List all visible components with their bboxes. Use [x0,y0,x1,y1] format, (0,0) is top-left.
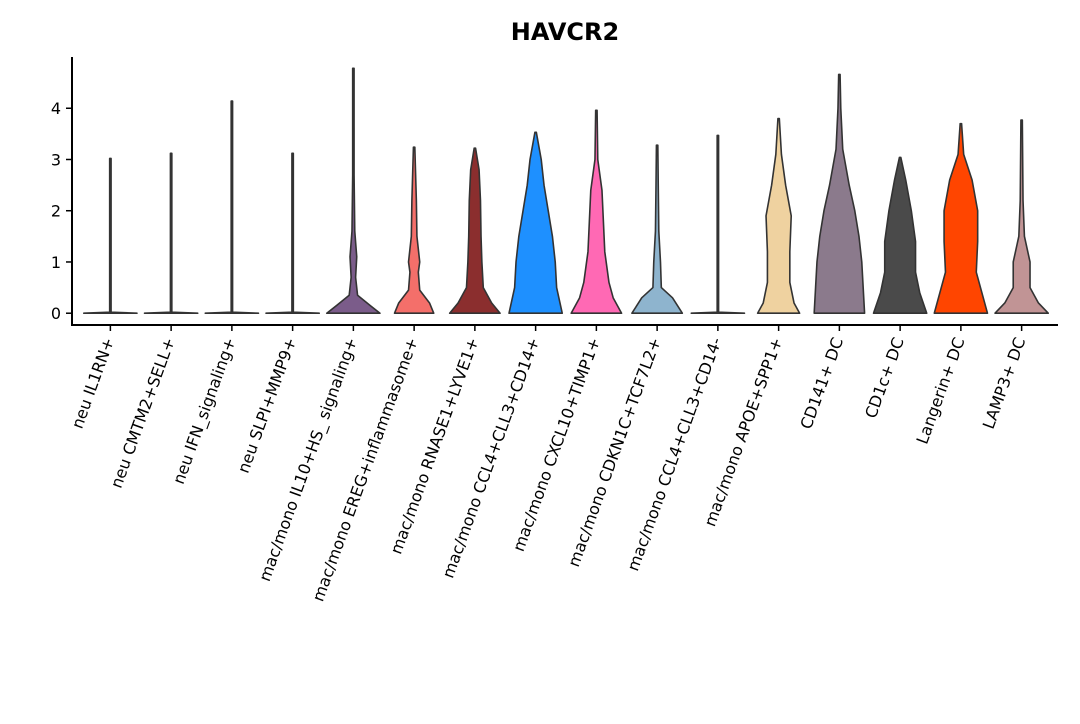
violin [631,144,684,315]
violin [82,157,138,315]
violin [756,117,801,315]
violin [143,152,199,315]
violin [813,73,866,315]
chart-title: HAVCR2 [511,18,619,46]
y-tick-label: 1 [51,253,61,272]
violin [570,109,623,315]
x-tick-label: CD1c+ DC [861,335,908,421]
x-tick-label: LAMP3+ DC [979,335,1030,432]
violin [204,100,260,315]
x-tick-label: neu CMTM2+SELL+ [107,335,179,491]
violin [872,156,928,315]
violin [994,119,1050,315]
y-tick-label: 3 [51,150,61,169]
x-tick-label: mac/mono EREG+inflammasome+ [308,335,421,604]
x-tick-label: neu SLPI+MMP9+ [234,335,301,476]
violin [448,147,501,315]
y-tick-label: 4 [51,99,61,118]
y-tick-label: 0 [51,304,61,323]
x-tick-label: CD141+ DC [796,335,847,432]
x-tick-label: neu IFN_signaling+ [169,335,241,487]
y-tick-label: 2 [51,202,61,221]
violin [508,131,564,315]
violin [393,146,435,315]
x-tick-label: Langerin+ DC [912,335,968,447]
violin [933,122,989,315]
x-tick-label: neu IL1RN+ [68,335,119,431]
violin [690,134,746,315]
violin [265,152,321,315]
violin [325,67,381,315]
